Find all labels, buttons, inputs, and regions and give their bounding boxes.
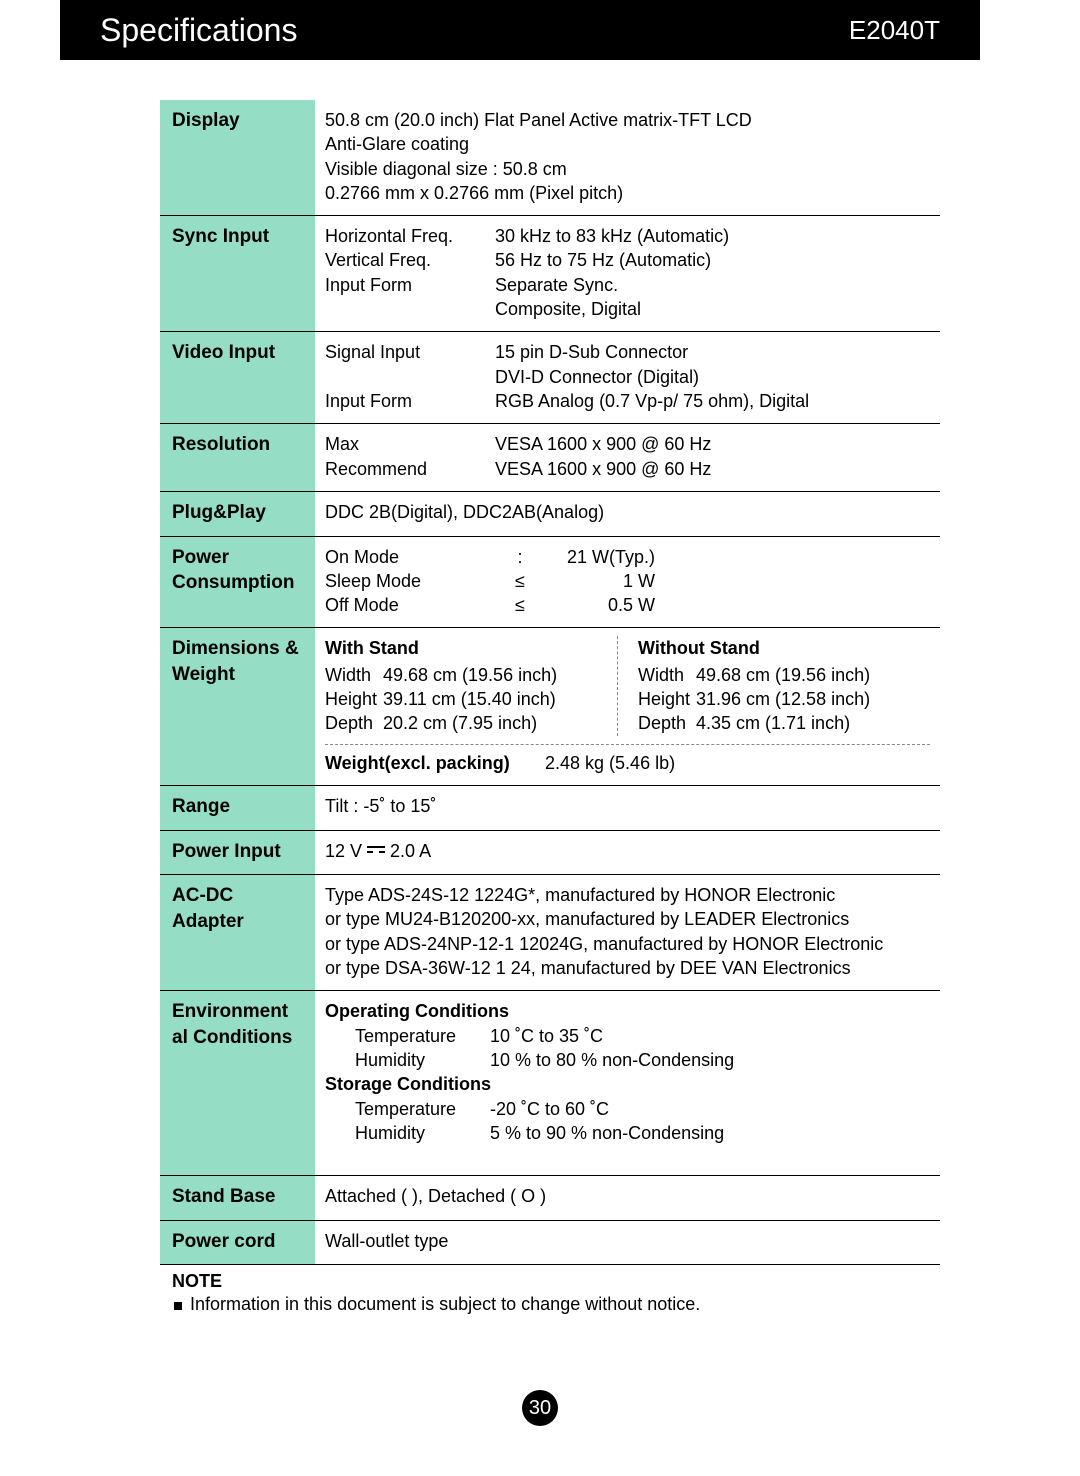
label-display: Display	[160, 100, 315, 216]
value-cord: Wall-outlet type	[315, 1220, 940, 1265]
label-powerinput: Power Input	[160, 830, 315, 875]
page-number-badge: 30	[522, 1390, 558, 1426]
display-line: Visible diagonal size : 50.8 cm	[325, 157, 930, 181]
value-adapter: Type ADS-24S-12 1224G*, manufactured by …	[315, 875, 940, 991]
row-adapter: AC-DC Adapter Type ADS-24S-12 1224G*, ma…	[160, 875, 940, 991]
bullet-square-icon	[174, 1302, 182, 1310]
note-title: NOTE	[172, 1271, 930, 1292]
display-line: 0.2766 mm x 0.2766 mm (Pixel pitch)	[325, 181, 930, 205]
row-resolution: Resolution MaxVESA 1600 x 900 @ 60 Hz Re…	[160, 424, 940, 492]
value-plugplay: DDC 2B(Digital), DDC2AB(Analog)	[315, 491, 940, 536]
dc-symbol-icon	[367, 846, 385, 853]
note-section: NOTE Information in this document is sub…	[160, 1265, 940, 1321]
value-power: On Mode:21 W(Typ.) Sleep Mode≤1 W Off Mo…	[315, 536, 940, 628]
header-model: E2040T	[849, 15, 940, 46]
row-video-input: Video Input Signal Input15 pin D-Sub Con…	[160, 332, 940, 424]
label-env: Environment al Conditions	[160, 991, 315, 1176]
label-cord: Power cord	[160, 1220, 315, 1265]
display-line: 50.8 cm (20.0 inch) Flat Panel Active ma…	[325, 108, 930, 132]
label-range: Range	[160, 785, 315, 830]
label-adapter: AC-DC Adapter	[160, 875, 315, 991]
label-plugplay: Plug&Play	[160, 491, 315, 536]
row-plug-play: Plug&Play DDC 2B(Digital), DDC2AB(Analog…	[160, 491, 940, 536]
label-dims: Dimensions & Weight	[160, 628, 315, 785]
value-powerinput: 12 V 2.0 A	[315, 830, 940, 875]
value-sync: Horizontal Freq.30 kHz to 83 kHz (Automa…	[315, 216, 940, 332]
page-header-bar: Specifications E2040T	[60, 0, 980, 60]
display-line: Anti-Glare coating	[325, 132, 930, 156]
weight-label: Weight(excl. packing)	[325, 751, 545, 775]
label-resolution: Resolution	[160, 424, 315, 492]
value-resolution: MaxVESA 1600 x 900 @ 60 Hz RecommendVESA…	[315, 424, 940, 492]
row-power-input: Power Input 12 V 2.0 A	[160, 830, 940, 875]
row-environment: Environment al Conditions Operating Cond…	[160, 991, 940, 1176]
specifications-table: Display 50.8 cm (20.0 inch) Flat Panel A…	[160, 100, 940, 1265]
with-stand-column: With Stand Width49.68 cm (19.56 inch) He…	[325, 636, 617, 735]
value-env: Operating Conditions Temperature10 ˚C to…	[315, 991, 940, 1176]
label-video: Video Input	[160, 332, 315, 424]
row-stand-base: Stand Base Attached ( ), Detached ( O )	[160, 1176, 940, 1221]
value-range: Tilt : -5˚ to 15˚	[315, 785, 940, 830]
row-power-cord: Power cord Wall-outlet type	[160, 1220, 940, 1265]
row-dimensions-weight: Dimensions & Weight With Stand Width49.6…	[160, 628, 940, 785]
note-text: Information in this document is subject …	[190, 1294, 700, 1315]
row-power-consumption: Power Consumption On Mode:21 W(Typ.) Sle…	[160, 536, 940, 628]
value-dims: With Stand Width49.68 cm (19.56 inch) He…	[315, 628, 940, 785]
without-stand-column: Without Stand Width49.68 cm (19.56 inch)…	[617, 636, 930, 735]
value-video: Signal Input15 pin D-Sub Connector DVI-D…	[315, 332, 940, 424]
row-display: Display 50.8 cm (20.0 inch) Flat Panel A…	[160, 100, 940, 216]
row-range: Range Tilt : -5˚ to 15˚	[160, 785, 940, 830]
header-title: Specifications	[100, 12, 297, 49]
label-power: Power Consumption	[160, 536, 315, 628]
label-stand: Stand Base	[160, 1176, 315, 1221]
row-sync-input: Sync Input Horizontal Freq.30 kHz to 83 …	[160, 216, 940, 332]
weight-value: 2.48 kg (5.46 lb)	[545, 751, 675, 775]
value-display: 50.8 cm (20.0 inch) Flat Panel Active ma…	[315, 100, 940, 216]
value-stand: Attached ( ), Detached ( O )	[315, 1176, 940, 1221]
label-sync: Sync Input	[160, 216, 315, 332]
